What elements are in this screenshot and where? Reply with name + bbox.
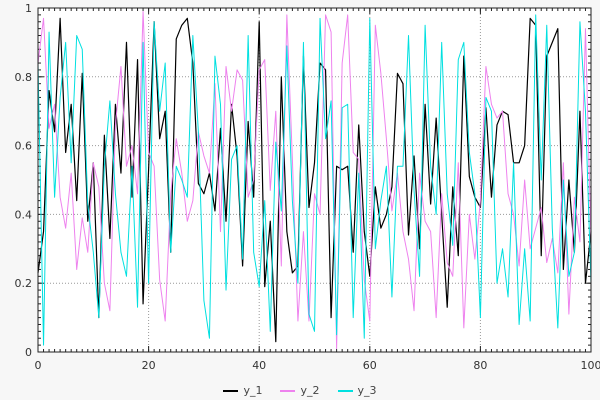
y-tick-label: 0.6 [15, 140, 33, 153]
series-line-y_1 [37, 17, 592, 343]
y-tick-label: 0.4 [15, 208, 33, 221]
y-tick-label: 0.8 [15, 71, 33, 84]
x-tick-label: 20 [142, 359, 156, 372]
legend-line-y2-icon [280, 389, 296, 392]
x-tick-label: 0 [35, 359, 42, 372]
legend-line-y3-icon [337, 389, 353, 392]
y-tick-label: 1 [25, 2, 32, 15]
series-line-y_3 [37, 14, 592, 346]
x-tick-label: 80 [473, 359, 487, 372]
legend-label-y3: y_3 [357, 384, 377, 397]
legend-line-y1-icon [223, 389, 239, 392]
legend-label-y1: y_1 [243, 384, 263, 397]
plot-border [37, 7, 592, 353]
chart-legend: y_1 y_2 y_3 [0, 384, 600, 397]
legend-item-y1: y_1 [223, 384, 262, 397]
series-line-y_2 [37, 10, 592, 350]
x-tick-label: 60 [363, 359, 377, 372]
x-tick-label: 100 [581, 359, 600, 372]
y-tick-label: 0 [25, 346, 32, 359]
y-tick-label: 0.2 [15, 277, 33, 290]
legend-item-y2: y_2 [280, 384, 320, 397]
x-tick-label: 40 [252, 359, 266, 372]
plot-area [38, 8, 591, 352]
legend-item-y3: y_3 [337, 384, 377, 397]
legend-label-y2: y_2 [300, 384, 320, 397]
